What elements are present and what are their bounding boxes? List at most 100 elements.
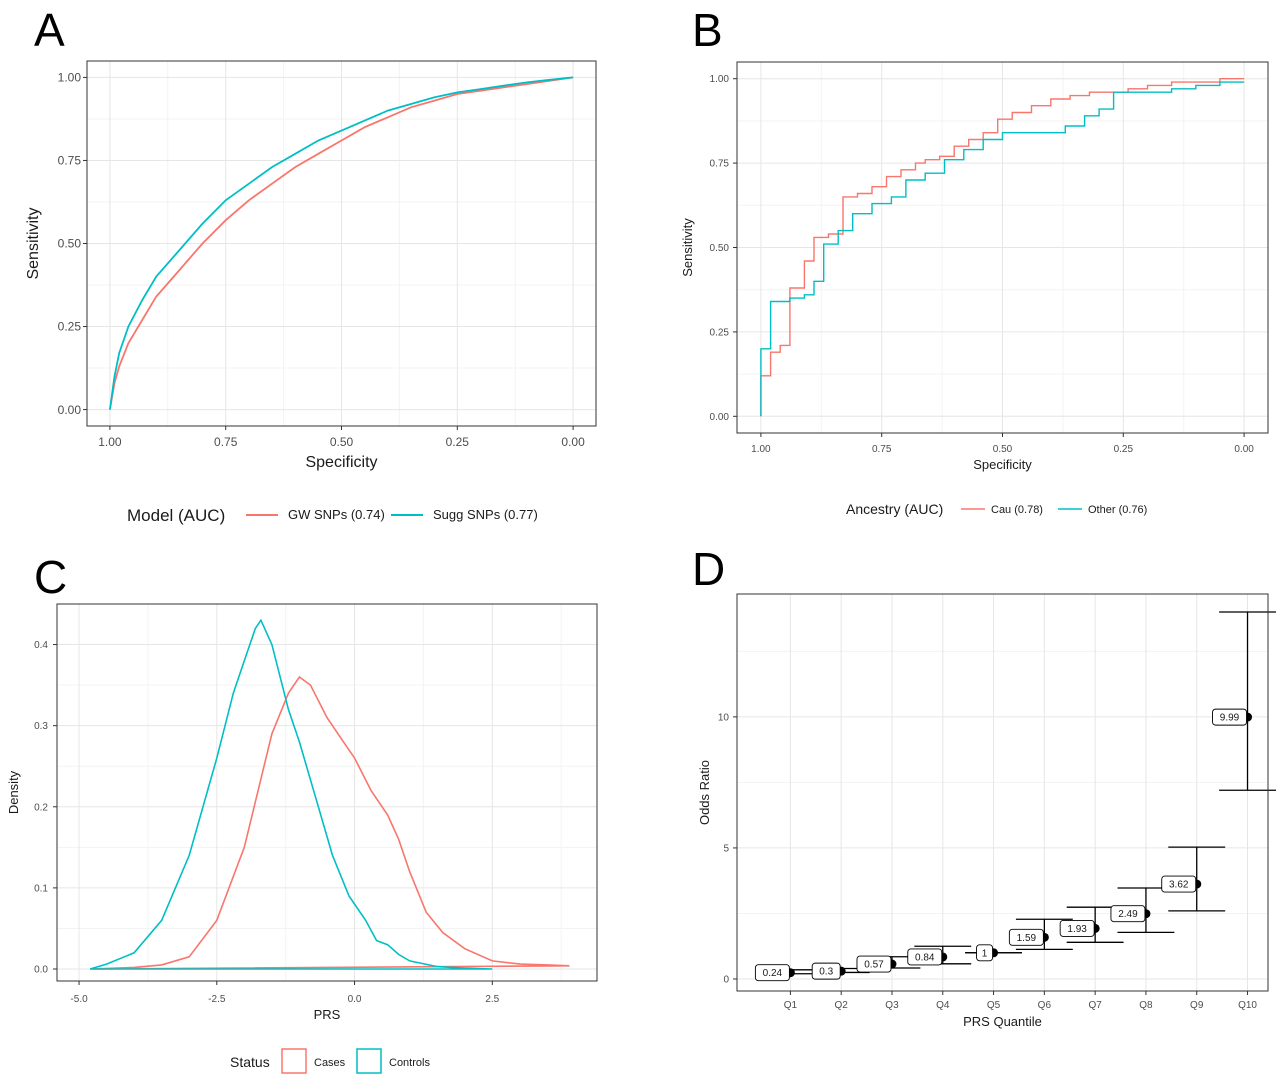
odds-ratio-label-box xyxy=(1008,928,1044,946)
panel-b-series-line-2 xyxy=(760,81,1245,417)
panel-c-x-tick-label: 0.0 xyxy=(348,994,362,1005)
panel-c-x-tick-label: -5.0 xyxy=(70,994,88,1005)
panel-c-panel-border xyxy=(56,603,598,982)
odds-ratio-label: 2.49 xyxy=(1118,909,1138,920)
panel-letter-b: B xyxy=(692,4,723,56)
panel-c-y-axis-title: Density xyxy=(6,770,21,814)
panel-b-x-tick-label: 1.00 xyxy=(751,444,771,455)
legend-a-label-1: GW SNPs (0.74) xyxy=(288,507,385,522)
panel-c-density-curve-2 xyxy=(89,618,493,970)
panel-b-y-tick-label: 0.75 xyxy=(710,159,730,170)
odds-ratio-label: 0.57 xyxy=(864,960,884,971)
panel-b-y-tick-label: 0.50 xyxy=(710,243,730,254)
panel-c-y-tick-label: 0.1 xyxy=(34,883,48,894)
legend-b: Ancestry (AUC) Cau (0.78) Other (0.76) xyxy=(846,501,1147,517)
legend-a: Model (AUC) GW SNPs (0.74) Sugg SNPs (0.… xyxy=(127,506,538,525)
odds-ratio-label: 9.99 xyxy=(1220,713,1240,724)
panel-d-y-tick-label: 0 xyxy=(723,975,729,986)
panel-letter-a: A xyxy=(34,4,65,56)
legend-c-label-2: Controls xyxy=(389,1057,430,1069)
odds-ratio-label-box xyxy=(754,964,790,982)
panel-c-y-tick-label: 0.2 xyxy=(34,802,48,813)
panel-b-y-tick-label: 0.00 xyxy=(710,412,730,423)
odds-ratio-label-box xyxy=(1059,919,1095,937)
legend-c-swatch-1 xyxy=(281,1048,307,1074)
panel-d-panel-border xyxy=(736,593,1269,992)
panel-d-x-tick-label: Q1 xyxy=(784,1000,798,1011)
legend-b-title: Ancestry (AUC) xyxy=(846,501,943,517)
panel-b-x-tick-label: 0.25 xyxy=(1114,444,1134,455)
panel-d-odds-ratio: 0.24 0.3 0.57 0.84 1 1.59 1.93 2.49 3.62 9.99 Q1 Q2… xyxy=(697,593,1276,1029)
odds-ratio-label-box xyxy=(976,944,994,962)
panel-b-roc-ancestry: 1.00 0.75 0.50 0.25 0.00 0.00 0.25 0.50 0.75 1.00… xyxy=(680,61,1269,472)
legend-b-label-1: Cau (0.78) xyxy=(991,504,1043,516)
odds-ratio-label: 1.93 xyxy=(1067,924,1087,935)
panel-b-y-tick-label: 1.00 xyxy=(710,74,730,85)
odds-ratio-label: 1.59 xyxy=(1017,933,1037,944)
odds-ratio-label-box xyxy=(1212,708,1247,726)
panel-c-plot-background xyxy=(57,604,597,981)
panel-a-x-tick-label: 0.00 xyxy=(561,435,585,449)
panel-b-x-tick-label: 0.75 xyxy=(872,444,892,455)
odds-ratio-label: 0.24 xyxy=(763,968,783,979)
panel-a-y-tick-label: 0.25 xyxy=(58,320,82,334)
panel-c-x-axis-title: PRS xyxy=(314,1007,341,1022)
panel-d-plot-background xyxy=(737,594,1268,991)
odds-ratio-label: 0.84 xyxy=(915,952,935,963)
panel-a-x-tick-label: 0.25 xyxy=(446,435,470,449)
panel-b-y-axis-title: Sensitivity xyxy=(680,218,695,277)
panel-c-y-tick-label: 0.0 xyxy=(34,965,48,976)
panel-d-x-tick-label: Q10 xyxy=(1238,1000,1257,1011)
panel-d-y-axis-title: Odds Ratio xyxy=(697,760,712,825)
panel-a-x-axis-title: Specificity xyxy=(305,454,377,471)
odds-ratio-label: 0.3 xyxy=(819,967,833,978)
panel-d-x-axis-title: PRS Quantile xyxy=(963,1014,1042,1029)
panel-b-x-tick-label: 0.50 xyxy=(993,444,1013,455)
panel-d-y-tick-label: 10 xyxy=(718,712,730,723)
panel-d-x-tick-label: Q4 xyxy=(936,1000,950,1011)
panel-a-x-tick-label: 1.00 xyxy=(98,435,122,449)
panel-a-y-axis-title: Sensitivity xyxy=(25,207,42,279)
panel-a-y-tick-label: 0.75 xyxy=(58,154,82,168)
panel-c-density-curve-1 xyxy=(90,675,570,970)
odds-ratio-label-box xyxy=(1110,905,1146,923)
legend-c-label-1: Cases xyxy=(314,1057,346,1069)
panel-d-y-tick-label: 5 xyxy=(723,843,729,854)
panel-b-x-tick-label: 0.00 xyxy=(1234,444,1254,455)
panel-letter-d: D xyxy=(692,543,725,595)
panel-d-x-tick-label: Q5 xyxy=(987,1000,1001,1011)
panel-d-x-tick-label: Q8 xyxy=(1139,1000,1153,1011)
panel-letter-c: C xyxy=(34,551,67,603)
panel-c-y-tick-label: 0.3 xyxy=(34,721,48,732)
odds-ratio-label-box xyxy=(856,955,892,973)
legend-a-title: Model (AUC) xyxy=(127,506,225,525)
odds-ratio-label-box xyxy=(811,962,841,980)
legend-b-label-2: Other (0.76) xyxy=(1088,504,1147,516)
panel-a-x-tick-label: 0.50 xyxy=(330,435,354,449)
odds-ratio-label: 3.62 xyxy=(1169,880,1189,891)
panel-a-y-tick-label: 1.00 xyxy=(58,71,82,85)
panel-c-density: -5.0 -2.5 0.0 2.5 0.0 0.1 0.2 0.3 0.4 PRS Density xyxy=(6,603,598,1022)
panel-a-y-tick-label: 0.50 xyxy=(58,237,82,251)
panel-c-y-tick-label: 0.4 xyxy=(34,640,48,651)
panel-a-series-line-1 xyxy=(109,76,574,410)
legend-c: Status Cases Controls xyxy=(230,1048,430,1074)
panel-a-y-tick-label: 0.00 xyxy=(58,403,82,417)
odds-ratio-label-box xyxy=(907,948,943,966)
panel-c-x-tick-label: -2.5 xyxy=(208,994,226,1005)
panel-d-x-tick-label: Q7 xyxy=(1088,1000,1102,1011)
odds-ratio-label-box xyxy=(1161,875,1197,893)
panel-a-roc-model: 1.00 0.75 0.50 0.25 0.00 0.00 0.25 0.50 0.75 1.00… xyxy=(25,60,597,471)
legend-a-label-2: Sugg SNPs (0.77) xyxy=(433,507,538,522)
panel-a-series-line-2 xyxy=(109,76,574,410)
panel-d-x-tick-label: Q3 xyxy=(885,1000,899,1011)
panel-a-x-tick-label: 0.75 xyxy=(214,435,238,449)
panel-d-x-tick-label: Q6 xyxy=(1038,1000,1052,1011)
panel-b-y-tick-label: 0.25 xyxy=(710,327,730,338)
odds-ratio-label: 1 xyxy=(982,948,988,959)
legend-c-title: Status xyxy=(230,1054,270,1070)
panel-b-x-axis-title: Specificity xyxy=(973,457,1032,472)
panel-d-x-tick-label: Q9 xyxy=(1190,1000,1204,1011)
panel-d-x-tick-label: Q2 xyxy=(835,1000,849,1011)
